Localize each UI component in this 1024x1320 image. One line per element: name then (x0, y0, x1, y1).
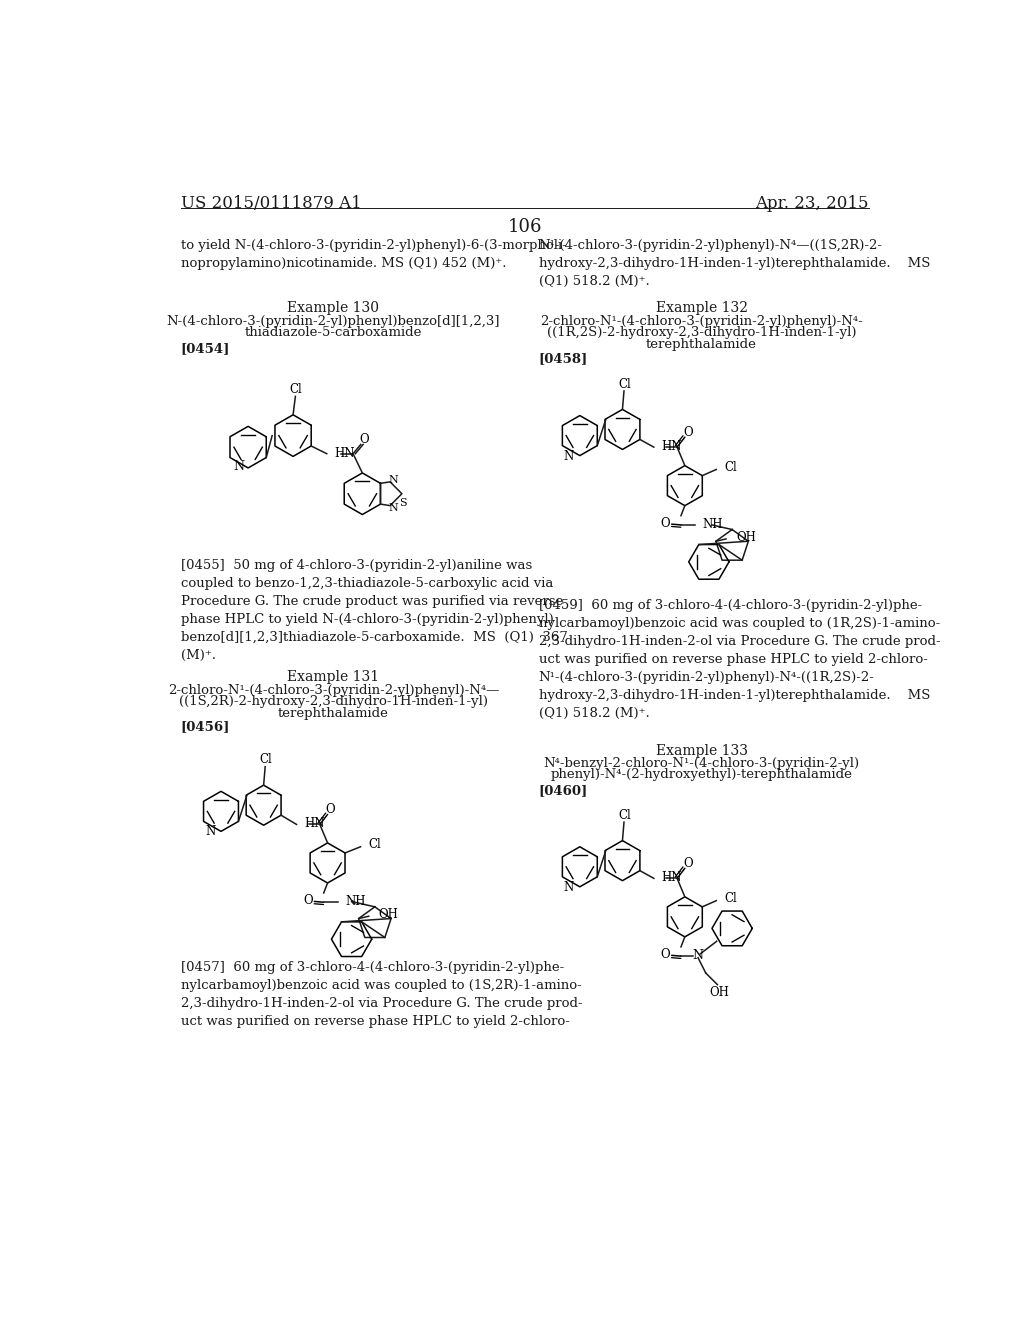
Text: ((1R,2S)-2-hydroxy-2,3-dihydro-1H-inden-1-yl): ((1R,2S)-2-hydroxy-2,3-dihydro-1H-inden-… (547, 326, 856, 339)
Text: Example 132: Example 132 (655, 301, 748, 315)
Text: [0455]  50 mg of 4-chloro-3-(pyridin-2-yl)aniline was
coupled to benzo-1,2,3-thi: [0455] 50 mg of 4-chloro-3-(pyridin-2-yl… (180, 558, 567, 661)
Text: N: N (388, 503, 398, 513)
Text: Cl: Cl (618, 809, 631, 822)
Text: phenyl)-N⁴-(2-hydroxyethyl)-terephthalamide: phenyl)-N⁴-(2-hydroxyethyl)-terephthalam… (551, 768, 852, 781)
Text: N: N (563, 880, 573, 894)
Text: HN: HN (662, 871, 682, 884)
Text: terephthalamide: terephthalamide (278, 706, 389, 719)
Text: HN: HN (304, 817, 325, 830)
Text: O: O (303, 894, 313, 907)
Text: Cl: Cl (259, 754, 272, 767)
Text: N: N (692, 949, 703, 962)
Text: ((1S,2R)-2-hydroxy-2,3-dihydro-1H-inden-1-yl): ((1S,2R)-2-hydroxy-2,3-dihydro-1H-inden-… (179, 696, 487, 708)
Text: S: S (399, 498, 408, 508)
Text: N¹-(4-chloro-3-(pyridin-2-yl)phenyl)-N⁴—((1S,2R)-2-
hydroxy-2,3-dihydro-1H-inden: N¹-(4-chloro-3-(pyridin-2-yl)phenyl)-N⁴—… (539, 239, 930, 288)
Text: OH: OH (736, 531, 756, 544)
Text: Cl: Cl (724, 892, 736, 906)
Text: 2-chloro-N¹-(4-chloro-3-(pyridin-2-yl)phenyl)-N⁴-: 2-chloro-N¹-(4-chloro-3-(pyridin-2-yl)ph… (540, 314, 863, 327)
Text: Example 133: Example 133 (655, 743, 748, 758)
Text: thiadiazole-5-carboxamide: thiadiazole-5-carboxamide (245, 326, 422, 339)
Text: N-(4-chloro-3-(pyridin-2-yl)phenyl)benzo[d][1,2,3]: N-(4-chloro-3-(pyridin-2-yl)phenyl)benzo… (167, 314, 500, 327)
Text: [0458]: [0458] (539, 352, 588, 366)
Text: NH: NH (702, 517, 723, 531)
Text: Example 130: Example 130 (288, 301, 379, 315)
Text: Example 131: Example 131 (288, 671, 380, 685)
Text: N: N (233, 461, 245, 473)
Text: [0456]: [0456] (180, 721, 230, 734)
Text: terephthalamide: terephthalamide (646, 338, 757, 351)
Text: 106: 106 (508, 218, 542, 236)
Text: to yield N-(4-chloro-3-(pyridin-2-yl)phenyl)-6-(3-morpholi-
nopropylamino)nicoti: to yield N-(4-chloro-3-(pyridin-2-yl)phe… (180, 239, 566, 271)
Text: Cl: Cl (618, 378, 631, 391)
Text: O: O (326, 804, 336, 816)
Text: O: O (660, 517, 671, 529)
Text: N: N (205, 825, 215, 838)
Text: OH: OH (379, 908, 398, 921)
Text: Cl: Cl (724, 461, 736, 474)
Text: [0457]  60 mg of 3-chloro-4-(4-chloro-3-(pyridin-2-yl)phe-
nylcarbamoyl)benzoic : [0457] 60 mg of 3-chloro-4-(4-chloro-3-(… (180, 961, 583, 1028)
Text: OH: OH (710, 986, 730, 999)
Text: O: O (683, 426, 693, 440)
Text: Apr. 23, 2015: Apr. 23, 2015 (756, 195, 869, 213)
Text: HN: HN (662, 440, 682, 453)
Text: 2-chloro-N¹-(4-chloro-3-(pyridin-2-yl)phenyl)-N⁴—: 2-chloro-N¹-(4-chloro-3-(pyridin-2-yl)ph… (168, 684, 499, 697)
Text: N: N (388, 475, 398, 484)
Text: [0460]: [0460] (539, 784, 588, 797)
Text: N: N (563, 450, 573, 462)
Text: O: O (359, 433, 370, 446)
Text: N⁴-benzyl-2-chloro-N¹-(4-chloro-3-(pyridin-2-yl): N⁴-benzyl-2-chloro-N¹-(4-chloro-3-(pyrid… (544, 756, 859, 770)
Text: Cl: Cl (369, 838, 381, 851)
Text: O: O (683, 857, 693, 870)
Text: US 2015/0111879 A1: US 2015/0111879 A1 (180, 195, 361, 213)
Text: NH: NH (345, 895, 366, 908)
Text: Cl: Cl (290, 383, 302, 396)
Text: HN: HN (335, 447, 355, 461)
Text: [0459]  60 mg of 3-chloro-4-(4-chloro-3-(pyridin-2-yl)phe-
nylcarbamoyl)benzoic : [0459] 60 mg of 3-chloro-4-(4-chloro-3-(… (539, 599, 940, 719)
Text: O: O (660, 948, 671, 961)
Text: [0454]: [0454] (180, 342, 230, 355)
